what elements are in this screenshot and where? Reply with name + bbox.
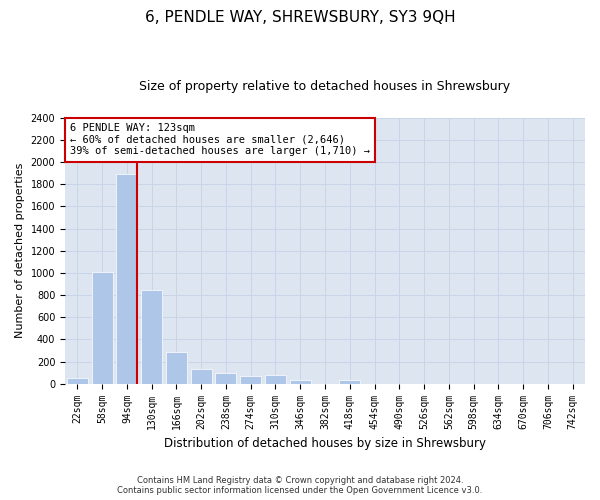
Title: Size of property relative to detached houses in Shrewsbury: Size of property relative to detached ho… [139, 80, 511, 93]
Bar [141, 290, 162, 384]
Bar [67, 378, 88, 384]
Bar [116, 174, 137, 384]
Bar [92, 272, 113, 384]
Bar [339, 380, 360, 384]
Bar [215, 372, 236, 384]
X-axis label: Distribution of detached houses by size in Shrewsbury: Distribution of detached houses by size … [164, 437, 486, 450]
Text: 6 PENDLE WAY: 123sqm
← 60% of detached houses are smaller (2,646)
39% of semi-de: 6 PENDLE WAY: 123sqm ← 60% of detached h… [70, 123, 370, 156]
Bar [240, 376, 261, 384]
Text: Contains HM Land Registry data © Crown copyright and database right 2024.
Contai: Contains HM Land Registry data © Crown c… [118, 476, 482, 495]
Bar [166, 352, 187, 384]
Bar [265, 375, 286, 384]
Bar [191, 370, 212, 384]
Text: 6, PENDLE WAY, SHREWSBURY, SY3 9QH: 6, PENDLE WAY, SHREWSBURY, SY3 9QH [145, 10, 455, 25]
Y-axis label: Number of detached properties: Number of detached properties [15, 163, 25, 338]
Bar [290, 380, 311, 384]
